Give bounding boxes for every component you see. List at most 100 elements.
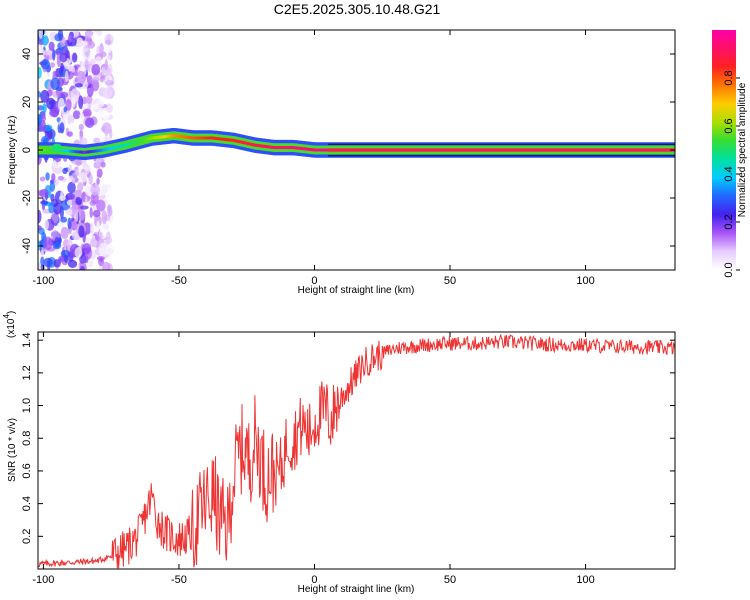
colorbar-tick-label: 0.0 [723,262,735,277]
ridge-core [77,150,81,154]
noise-blob [42,103,47,114]
noise-blob [50,193,55,202]
ridge-core [230,138,234,142]
noise-blob [104,80,114,86]
ridge-core [175,134,179,138]
y-tick-label: 0.8 [21,431,33,446]
ridge-core [178,134,182,138]
noise-blob [55,48,63,56]
ridge-core [82,150,86,154]
noise-blob [92,32,98,39]
x-tick-label: 100 [576,275,594,287]
ridge-core [300,147,304,150]
ridge-core [269,145,273,149]
ridge-core [131,141,135,145]
ridge-core [240,140,244,144]
noise-blob [79,60,83,67]
noise-blob [63,106,68,113]
ridge-core [176,134,180,138]
noise-blob [63,157,68,162]
noise-blob [52,48,56,61]
noise-blob [59,122,65,134]
x-tick-label: 50 [444,574,456,586]
noise-blob [40,256,45,267]
noise-blob [87,40,96,49]
ridge-core [113,146,117,149]
noise-blob [92,209,101,218]
noise-blob [104,39,112,45]
noise-blob [40,200,49,205]
ridge-core [97,149,101,153]
noise-blob [102,87,113,99]
ridge-core [263,144,267,148]
noise-blob [65,99,72,111]
noise-blob [43,236,53,251]
spectrogram-marks [38,30,675,270]
ridge-core [45,148,49,152]
x-tick-label: 0 [311,275,317,287]
noise-blob [53,259,61,268]
noise-blob [38,262,41,270]
ridge-core [128,142,132,146]
ridge-core [171,134,175,138]
chart-title: C2E5.2025.305.10.48.G21 [274,1,441,17]
x-tick-label: -100 [32,275,54,287]
ridge-core [89,150,93,154]
ridge-core [315,148,319,152]
noise-blob [71,66,76,73]
ridge-core [279,146,283,150]
spot [51,143,62,152]
ridge-core [258,144,262,148]
y-tick-label: 1.0 [21,398,33,413]
noise-blob [43,257,53,268]
ridge-core [222,137,226,141]
ridge-core [85,150,89,154]
ridge-core [188,136,192,140]
noise-blob [96,177,100,185]
noise-blob [77,182,84,192]
noise-blob [102,261,111,270]
ridge-core [201,136,205,140]
ridge-core [235,139,239,143]
noise-blob [60,226,69,240]
ridge-core [319,148,323,152]
ridge-core [243,141,247,145]
ridge-core [310,148,314,152]
y-tick-label: 0.4 [21,496,33,511]
noise-blob [44,124,53,132]
noise-blob [82,243,92,254]
noise-blob [82,111,90,117]
noise-blob [90,79,100,92]
noise-blob [86,260,94,268]
ridge-core [119,144,123,148]
ridge-core [297,146,301,150]
ridge-core [63,149,67,153]
ridge-core [93,149,97,153]
noise-blob [78,172,88,183]
noise-blob [71,52,78,63]
noise-blob [38,114,42,126]
ridge-core [228,138,232,142]
y-tick-label: 0.6 [21,463,33,478]
noise-blob [106,231,111,241]
noise-blob [59,206,64,219]
ridge-core [41,148,45,152]
ridge-core [103,148,107,152]
ridge-core [145,137,149,141]
y-tick-label: 1.4 [21,333,33,348]
ridge-core [225,138,229,142]
spectrogram-panel: -100 -50 0 50 100 -40 -20 0 20 40 Height of strai… [7,29,676,296]
snr-marks [38,333,675,569]
noise-blob [38,209,42,224]
noise-blob [59,52,68,63]
ridge-core [74,150,78,154]
noise-blob [104,46,112,54]
ridge-core [132,141,136,145]
noise-blob [98,242,109,257]
noise-blob [43,49,53,56]
ridge-core [165,134,169,138]
ridge-core [59,148,63,152]
ridge-core [207,136,211,140]
ridge-core [316,148,320,152]
spectrogram-ticks: -100 -50 0 50 100 -40 -20 0 20 40 [21,30,675,287]
